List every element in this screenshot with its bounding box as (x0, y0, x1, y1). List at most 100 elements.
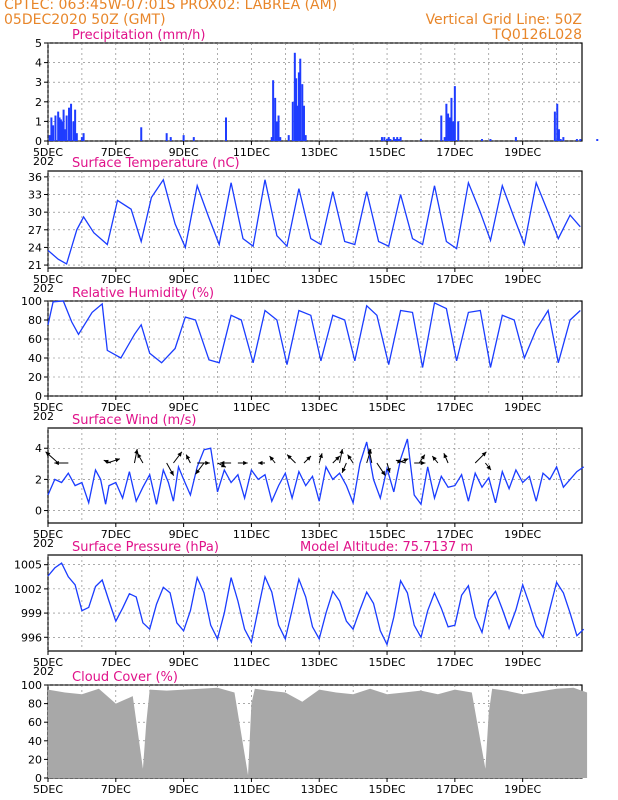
precip-bar (70, 103, 73, 141)
precip-bar (293, 52, 296, 141)
precip-bar (392, 137, 395, 141)
precip-bar (297, 72, 300, 141)
pres-line (47, 562, 585, 647)
temp-xtick-label: 7DEC (101, 273, 131, 286)
precip-bar (50, 117, 53, 141)
temp-ytick-label: 33 (28, 189, 42, 202)
precip-bar (596, 139, 599, 141)
pres-xtick-label: 7DEC (101, 656, 131, 669)
temp-xtick-label: 11DEC (233, 273, 270, 286)
pres-xtick-label: 13DEC (301, 656, 338, 669)
precip-bar (419, 139, 422, 141)
cloud-area (48, 687, 588, 778)
header-model-id: TQ0126L028 (492, 27, 582, 43)
wind-arrow-head (432, 456, 437, 461)
cloud-ytick-label: 20 (28, 753, 42, 766)
precip-bar (447, 113, 450, 141)
precip-bar (394, 139, 397, 141)
wind-arrow-head (481, 451, 487, 457)
precip-xtick-sub: 202 (33, 155, 54, 168)
precip-bar (299, 58, 302, 141)
precip-bar (277, 115, 280, 141)
pres-xtick-label: 11DEC (233, 656, 270, 669)
cloud-xtick-label: 13DEC (301, 783, 338, 796)
wind-title: Surface Wind (m/s) (72, 413, 196, 428)
rh-xtick-label: 7DEC (101, 401, 131, 414)
temp-title: Surface Temperature (nC) (72, 156, 240, 171)
pres-extra-label: Model Altitude: 75.7137 m (300, 540, 473, 555)
precip-bar (57, 111, 60, 141)
precip-bar (557, 129, 560, 141)
wind-arrow-head (443, 453, 448, 459)
precip-xtick-label: 19DEC (504, 146, 541, 159)
pres-ytick-label: 1002 (14, 583, 42, 596)
precip-bar (63, 129, 66, 141)
rh-ytick-label: 60 (28, 333, 42, 346)
precip-bar (480, 139, 483, 141)
wind-arrow-head (195, 469, 201, 475)
wind-arrow-head (257, 460, 263, 466)
temp-ytick-label: 21 (28, 259, 42, 272)
wind-arrow-head (103, 459, 109, 464)
precip-bar (75, 133, 78, 141)
wind-arrow-head (169, 470, 174, 476)
wind-arrow-head (114, 458, 120, 463)
precip-bar (59, 119, 62, 141)
precip-bar (62, 109, 65, 141)
precip-bar (380, 137, 383, 141)
precip-bar (453, 86, 456, 141)
precip-bar (72, 121, 75, 141)
precip-bar (65, 115, 68, 141)
wind-line (47, 438, 585, 506)
precip-xtick-label: 15DEC (368, 146, 405, 159)
precip-bar (54, 115, 57, 141)
cloud-ytick-label: 100 (21, 679, 42, 692)
precip-title: Precipitation (mm/h) (72, 28, 205, 43)
temp-xtick-label: 5DEC (33, 273, 63, 286)
wind-ytick-label: 0 (35, 505, 42, 518)
wind-arrow-head (177, 451, 182, 457)
wind-ytick-label: 2 (35, 473, 42, 486)
temp-xtick-label: 13DEC (301, 273, 338, 286)
wind-arrow-head (205, 460, 210, 466)
precip-bar (386, 139, 389, 141)
wind-arrow-head (335, 456, 340, 461)
precip-bar (579, 139, 582, 141)
precip-bar (452, 121, 455, 141)
precip-bar (553, 111, 556, 141)
precip-bar (74, 109, 77, 141)
wind-xtick-label: 5DEC (33, 528, 63, 541)
wind-arrow-head (134, 449, 139, 454)
wind-arrow-head (306, 456, 311, 461)
wind-xtick-label: 13DEC (301, 528, 338, 541)
cloud-xtick-label: 11DEC (233, 783, 270, 796)
wind-arrow-head (420, 460, 426, 466)
precip-xtick-label: 11DEC (233, 146, 270, 159)
precip-ytick-label: 1 (35, 115, 42, 128)
pres-xtick-label: 5DEC (33, 656, 63, 669)
temp-xtick-label: 15DEC (368, 273, 405, 286)
wind-arrow-head (287, 454, 292, 460)
rh-title: Relative Humidity (%) (72, 286, 214, 301)
wind-arrow-head (220, 463, 226, 468)
precip-bar (448, 117, 451, 141)
rh-xtick-sub: 202 (33, 410, 54, 423)
precip-ytick-label: 2 (35, 96, 42, 109)
precip-bar (272, 80, 275, 141)
precip-bar (80, 137, 83, 141)
rh-xtick-label: 15DEC (368, 401, 405, 414)
precip-bar (440, 115, 443, 141)
precip-bar (165, 133, 168, 141)
cloud-xtick-label: 9DEC (169, 783, 199, 796)
precip-bar (52, 125, 55, 141)
wind-arrow-head (54, 460, 59, 466)
precip-bar (396, 137, 399, 141)
precip-bar (443, 137, 446, 141)
wind-arrow-head (341, 467, 346, 473)
wind-arrow-head (339, 449, 344, 454)
pres-xtick-label: 19DEC (504, 656, 541, 669)
pres-ytick-label: 999 (21, 607, 42, 620)
wind-arrow-head (243, 460, 248, 466)
precip-bar (68, 107, 71, 141)
rh-xtick-label: 17DEC (436, 401, 473, 414)
